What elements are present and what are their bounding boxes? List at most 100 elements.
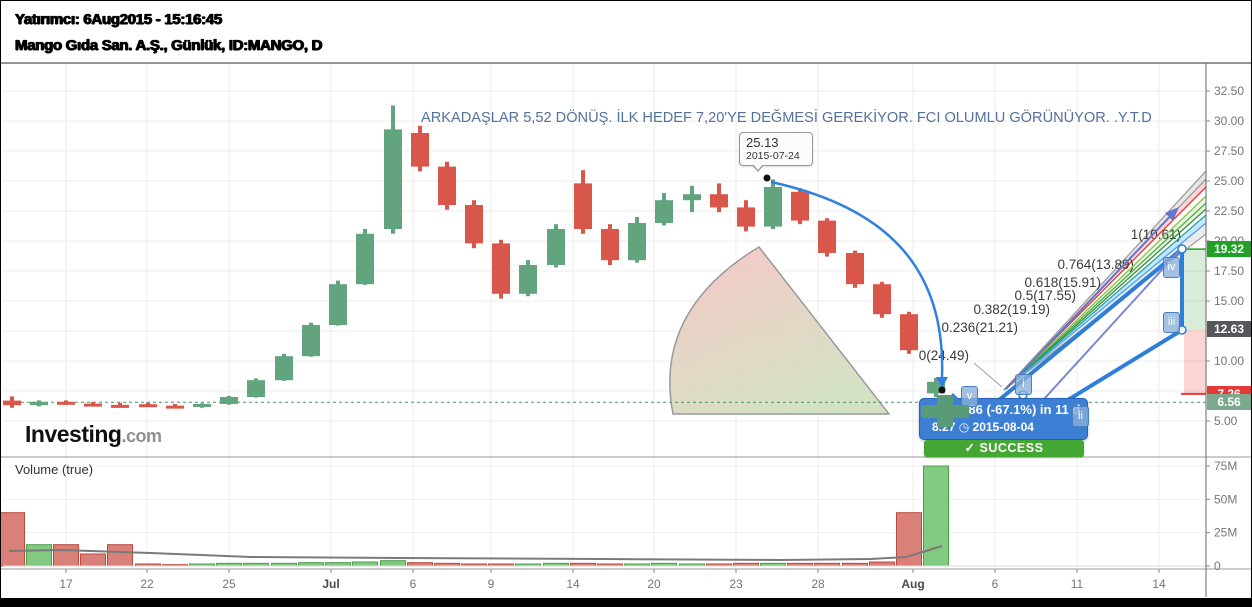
candle[interactable] (384, 129, 402, 229)
target-zones (1181, 248, 1206, 395)
sector-drawing[interactable] (669, 246, 891, 415)
wave-tag-i[interactable]: i (1015, 374, 1032, 395)
volume-bar[interactable] (923, 465, 949, 567)
volume-bar[interactable] (80, 553, 106, 567)
time-tick-label[interactable]: Jul (322, 577, 339, 591)
time-tick-label[interactable]: Aug (901, 577, 924, 591)
candle[interactable] (57, 401, 75, 405)
price-tick-label: 25.00 (1214, 174, 1244, 188)
prediction-date: 2015-08-04 (972, 420, 1034, 434)
time-tick-label[interactable]: 22 (140, 577, 154, 591)
price-tick-label: 10.00 (1214, 354, 1244, 368)
volume-bar[interactable] (869, 561, 895, 567)
candle[interactable] (574, 183, 592, 229)
header-instrument: Mango Gıda San. A.Ş., Günlük, ID:MANGO, … (15, 37, 323, 54)
candle[interactable] (411, 133, 429, 167)
time-tick-label[interactable]: 28 (811, 577, 825, 591)
time-tick-label[interactable]: 14 (1152, 577, 1166, 591)
wave-tag-iii[interactable]: iii (1163, 312, 1180, 333)
projection-arrow (770, 180, 944, 378)
fib-label: 0(24.49) (919, 348, 969, 363)
candle[interactable] (30, 401, 48, 406)
candle[interactable] (139, 404, 157, 408)
price-badge: 12.63 (1207, 321, 1251, 338)
bottom-bar (1, 598, 1251, 606)
volume-pane-label: Volume (true) (15, 462, 94, 477)
price-tick-label: 17.50 (1214, 264, 1244, 278)
candle[interactable] (275, 356, 293, 381)
candle[interactable] (710, 194, 728, 208)
prediction-change: -16.86 (-67.1%) in 11 d (946, 402, 1081, 417)
time-tick-label[interactable]: 23 (729, 577, 743, 591)
candle[interactable] (683, 194, 701, 201)
time-tick-label[interactable]: 6 (992, 577, 999, 591)
candle[interactable] (438, 166, 456, 205)
candle[interactable] (3, 400, 21, 406)
fib-extension[interactable]: 1(10.61) 0.764(13.89) 0.618(15.91)0.5(17.5… (919, 170, 1207, 391)
fib-label: 0.5(17.55) (1014, 288, 1076, 303)
time-tick-label[interactable]: 17 (59, 577, 73, 591)
price-badge: 6.56 (1207, 394, 1251, 411)
candle[interactable] (628, 223, 646, 261)
brand-text: Investing (25, 421, 122, 447)
time-tick-label[interactable]: 9 (488, 577, 495, 591)
candle[interactable] (764, 187, 782, 227)
candle[interactable] (791, 191, 809, 221)
arrowhead-icon (1165, 207, 1179, 221)
wave-tag-ii[interactable]: ii (1072, 406, 1089, 427)
candle[interactable] (547, 229, 565, 265)
volume-bar[interactable] (352, 561, 378, 567)
price-callout[interactable]: 25.13 2015-07-24 (739, 132, 813, 172)
candle[interactable] (193, 403, 211, 407)
candle[interactable] (356, 233, 374, 285)
candle[interactable] (873, 284, 891, 315)
candle[interactable] (927, 381, 945, 394)
candle[interactable] (818, 220, 836, 253)
candle[interactable] (519, 265, 537, 294)
candle[interactable] (465, 205, 483, 244)
line-handle[interactable] (1177, 244, 1187, 254)
status-label: SUCCESS (979, 441, 1044, 455)
brand-suffix: .com (121, 426, 162, 446)
candle[interactable] (111, 404, 129, 408)
price-tick-label: 27.50 (1214, 144, 1244, 158)
volume-bar[interactable] (26, 544, 52, 567)
volume-ma-line (8, 545, 943, 562)
volume-bars[interactable] (1, 465, 1206, 567)
fib-line (1003, 214, 1207, 391)
target-reached-marker (921, 395, 971, 429)
volume-tick-label: 50M (1214, 492, 1237, 506)
candle[interactable] (601, 229, 619, 261)
volume-bar[interactable] (107, 544, 133, 567)
candle[interactable] (302, 325, 320, 357)
time-tick-label[interactable]: 6 (410, 577, 417, 591)
time-tick-label[interactable]: 25 (222, 577, 236, 591)
time-tick-label[interactable]: 20 (647, 577, 661, 591)
status-badge[interactable]: ✓ SUCCESS (924, 440, 1084, 457)
candle[interactable] (84, 403, 102, 407)
clock-icon: ◷ (958, 420, 970, 434)
time-tick-label[interactable]: 11 (1071, 577, 1084, 591)
volume-bar[interactable] (1, 512, 25, 567)
wave-tag-iv[interactable]: iv (1163, 257, 1180, 278)
candle[interactable] (492, 243, 510, 294)
candle[interactable] (247, 380, 265, 397)
time-axis-strip[interactable] (1, 570, 1206, 599)
price-tick-label: 15.00 (1214, 294, 1244, 308)
fib-line (1003, 208, 1207, 391)
volume-bar[interactable] (380, 560, 406, 567)
candle[interactable] (846, 253, 864, 285)
volume-bar[interactable] (53, 544, 79, 567)
candles[interactable] (3, 105, 945, 409)
price-tick-label: 32.50 (1214, 84, 1244, 98)
time-tick-label[interactable]: 14 (566, 577, 580, 591)
candle[interactable] (329, 284, 347, 325)
candle[interactable] (220, 397, 238, 404)
candle[interactable] (900, 314, 918, 351)
candle[interactable] (166, 405, 184, 409)
wave-tag-v[interactable]: v (961, 386, 978, 407)
candle[interactable] (655, 200, 673, 223)
candle[interactable] (737, 207, 755, 227)
